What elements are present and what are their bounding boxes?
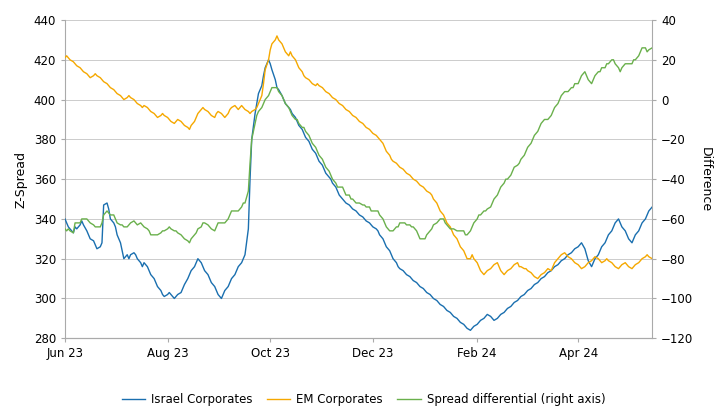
Legend: Israel Corporates, EM Corporates, Spread differential (right axis): Israel Corporates, EM Corporates, Spread… bbox=[117, 389, 610, 411]
Y-axis label: Difference: Difference bbox=[699, 146, 712, 212]
Y-axis label: Z-Spread: Z-Spread bbox=[15, 151, 28, 208]
